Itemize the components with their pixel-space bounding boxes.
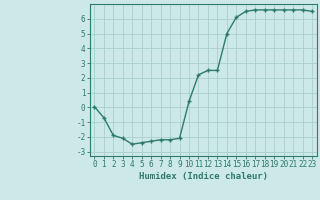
X-axis label: Humidex (Indice chaleur): Humidex (Indice chaleur)	[139, 172, 268, 181]
